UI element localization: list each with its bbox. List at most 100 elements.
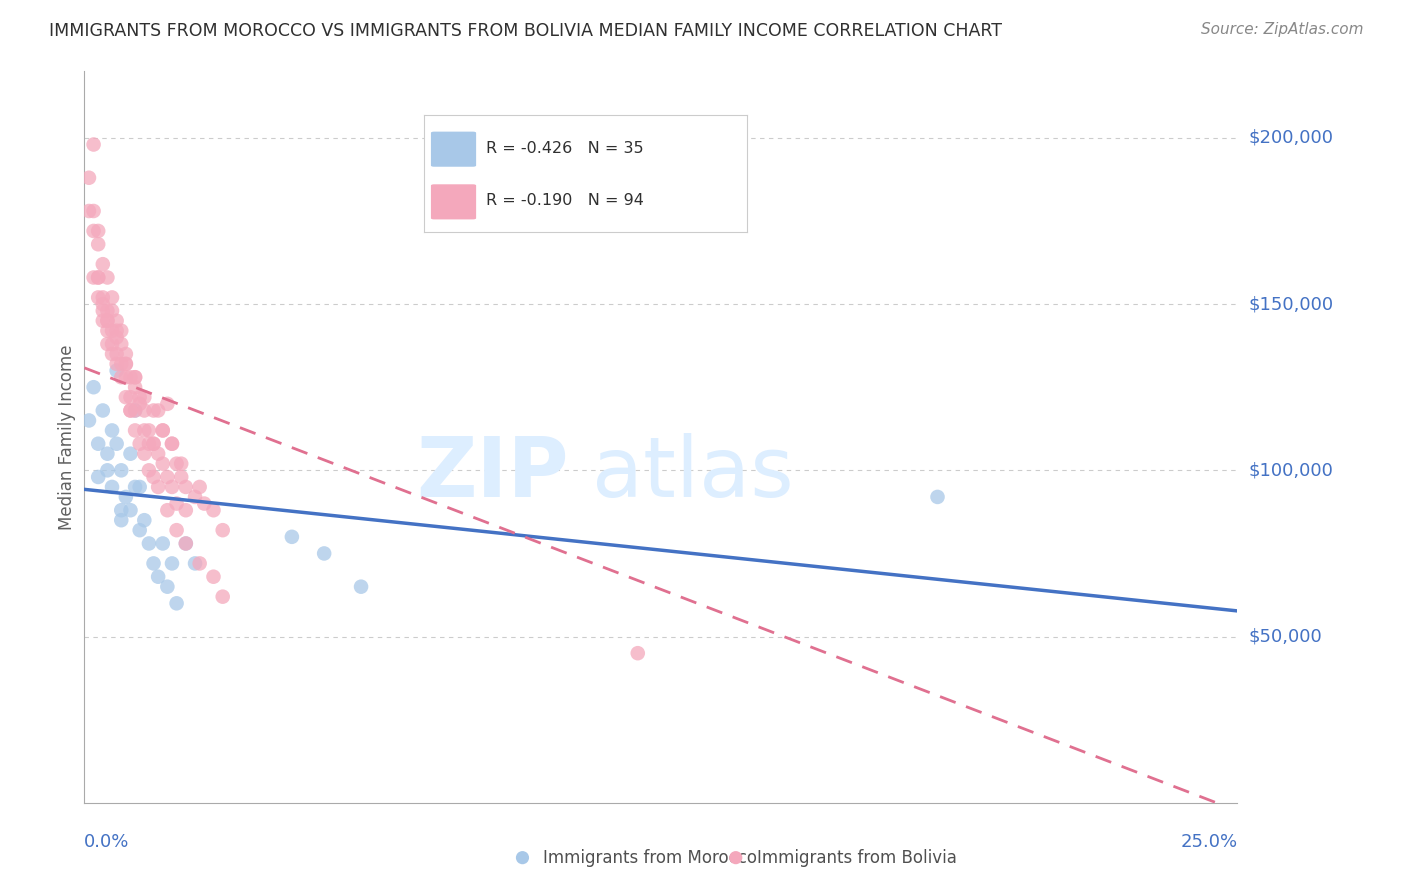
Point [96,337,118,351]
Point [91,403,114,417]
Point [101,347,124,361]
Point [134,447,156,461]
Text: $50,000: $50,000 [1249,628,1322,646]
Point [152,536,174,550]
Point [87,270,110,285]
Point [134,513,156,527]
Y-axis label: Median Family Income: Median Family Income [58,344,76,530]
Point [124,403,146,417]
Point [96,463,118,477]
Point [91,290,114,304]
Point [128,523,150,537]
Point [160,436,183,450]
Point [174,536,197,550]
Point [142,403,165,417]
Point [146,570,169,584]
Point [166,497,188,511]
Point [128,436,150,450]
Point [110,513,132,527]
Point [110,463,132,477]
Point [211,590,233,604]
Point [96,447,118,461]
Point [128,480,150,494]
Point [115,370,138,384]
Point [174,536,197,550]
Point [927,490,949,504]
Point [138,436,160,450]
Point [124,370,146,384]
Point [146,403,169,417]
Point [115,357,138,371]
Point [138,424,160,438]
Point [101,337,124,351]
Point [193,497,215,511]
Point [87,270,110,285]
Point [105,324,128,338]
Point [115,390,138,404]
Point [124,403,146,417]
Point [120,403,142,417]
Point [110,324,132,338]
Text: 0.0%: 0.0% [84,833,129,851]
Point [120,503,142,517]
Point [83,224,105,238]
Point [174,480,197,494]
Point [128,390,150,404]
Point [174,503,197,517]
Point [105,363,128,377]
Point [156,580,179,594]
Point [87,290,110,304]
Point [105,357,128,371]
Point [166,457,188,471]
Point [156,503,179,517]
Text: ZIP: ZIP [416,434,568,514]
Point [120,390,142,404]
Point [110,503,132,517]
Point [87,224,110,238]
Point [124,480,146,494]
Text: $150,000: $150,000 [1249,295,1333,313]
Point [156,397,179,411]
Point [101,480,124,494]
Point [83,380,105,394]
Point [77,413,100,427]
Point [170,457,193,471]
Point [83,270,105,285]
Point [184,557,207,571]
Point [87,237,110,252]
Point [142,557,165,571]
Point [166,523,188,537]
Point [134,403,156,417]
Point [91,303,114,318]
Text: IMMIGRANTS FROM MOROCCO VS IMMIGRANTS FROM BOLIVIA MEDIAN FAMILY INCOME CORRELAT: IMMIGRANTS FROM MOROCCO VS IMMIGRANTS FR… [49,22,1002,40]
Point [350,580,373,594]
Point [87,436,110,450]
Point [91,257,114,271]
Point [96,324,118,338]
Point [101,303,124,318]
Point [101,324,124,338]
Point [87,470,110,484]
Point [105,314,128,328]
Point [138,536,160,550]
Point [160,480,183,494]
Point [77,170,100,185]
Point [105,436,128,450]
Point [627,646,650,660]
Point [134,390,156,404]
Point [211,523,233,537]
Point [152,457,174,471]
Point [202,570,225,584]
Point [146,447,169,461]
Text: Immigrants from Morocco: Immigrants from Morocco [543,848,758,867]
Point [188,480,211,494]
Point [96,314,118,328]
Point [83,137,105,152]
Point [96,303,118,318]
Point [120,370,142,384]
Text: Source: ZipAtlas.com: Source: ZipAtlas.com [1201,22,1364,37]
Point [160,557,183,571]
Point [188,557,211,571]
Text: Immigrants from Bolivia: Immigrants from Bolivia [756,848,956,867]
Point [77,204,100,219]
